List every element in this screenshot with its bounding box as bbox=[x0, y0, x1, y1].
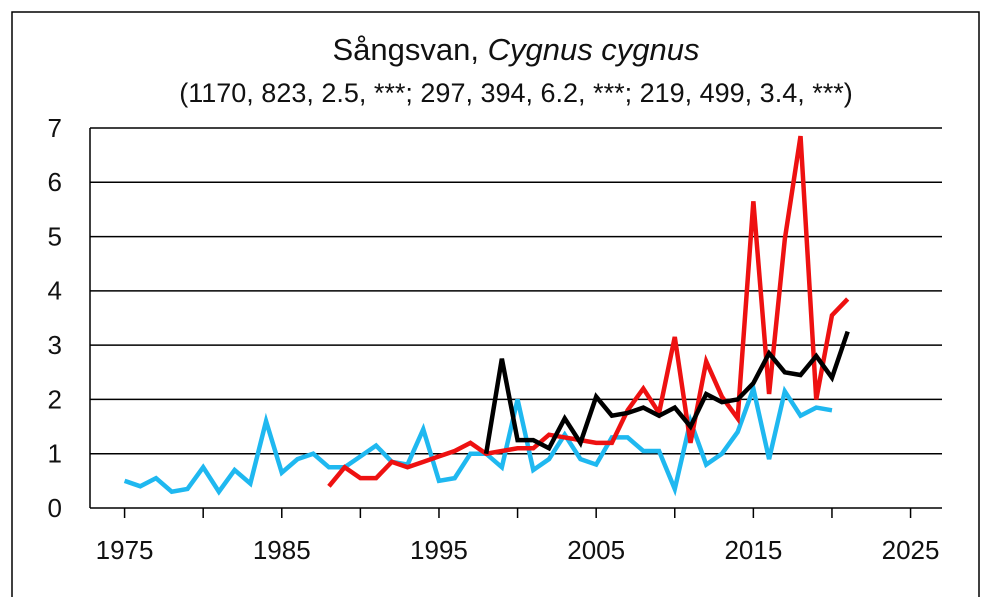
x-tick-label: 1985 bbox=[253, 535, 311, 565]
chart-subtitle: (1170, 823, 2.5, ***; 297, 394, 6.2, ***… bbox=[179, 78, 852, 108]
y-tick-label: 4 bbox=[48, 276, 62, 306]
x-tick-label: 2025 bbox=[882, 535, 940, 565]
data-line bbox=[483, 330, 850, 455]
chart-title: Sångsvan, Cygnus cygnus bbox=[332, 32, 699, 67]
data-line bbox=[327, 135, 850, 488]
y-tick-label: 0 bbox=[48, 493, 62, 523]
x-tick-label: 2015 bbox=[724, 535, 782, 565]
data-line bbox=[123, 380, 833, 497]
y-tick-label: 6 bbox=[48, 167, 62, 197]
x-tick-label: 2005 bbox=[567, 535, 625, 565]
frame bbox=[11, 11, 980, 597]
y-tick-label: 2 bbox=[48, 384, 62, 414]
y-tick-label: 7 bbox=[48, 113, 62, 143]
y-tick-label: 3 bbox=[48, 330, 62, 360]
title-common: Sångsvan, bbox=[332, 32, 479, 67]
y-tick-label: 1 bbox=[48, 439, 62, 469]
x-tick-label: 1975 bbox=[96, 535, 154, 565]
x-tick-label: 1995 bbox=[410, 535, 468, 565]
y-tick-label: 5 bbox=[48, 221, 62, 251]
title-latin: Cygnus cygnus bbox=[488, 32, 700, 67]
